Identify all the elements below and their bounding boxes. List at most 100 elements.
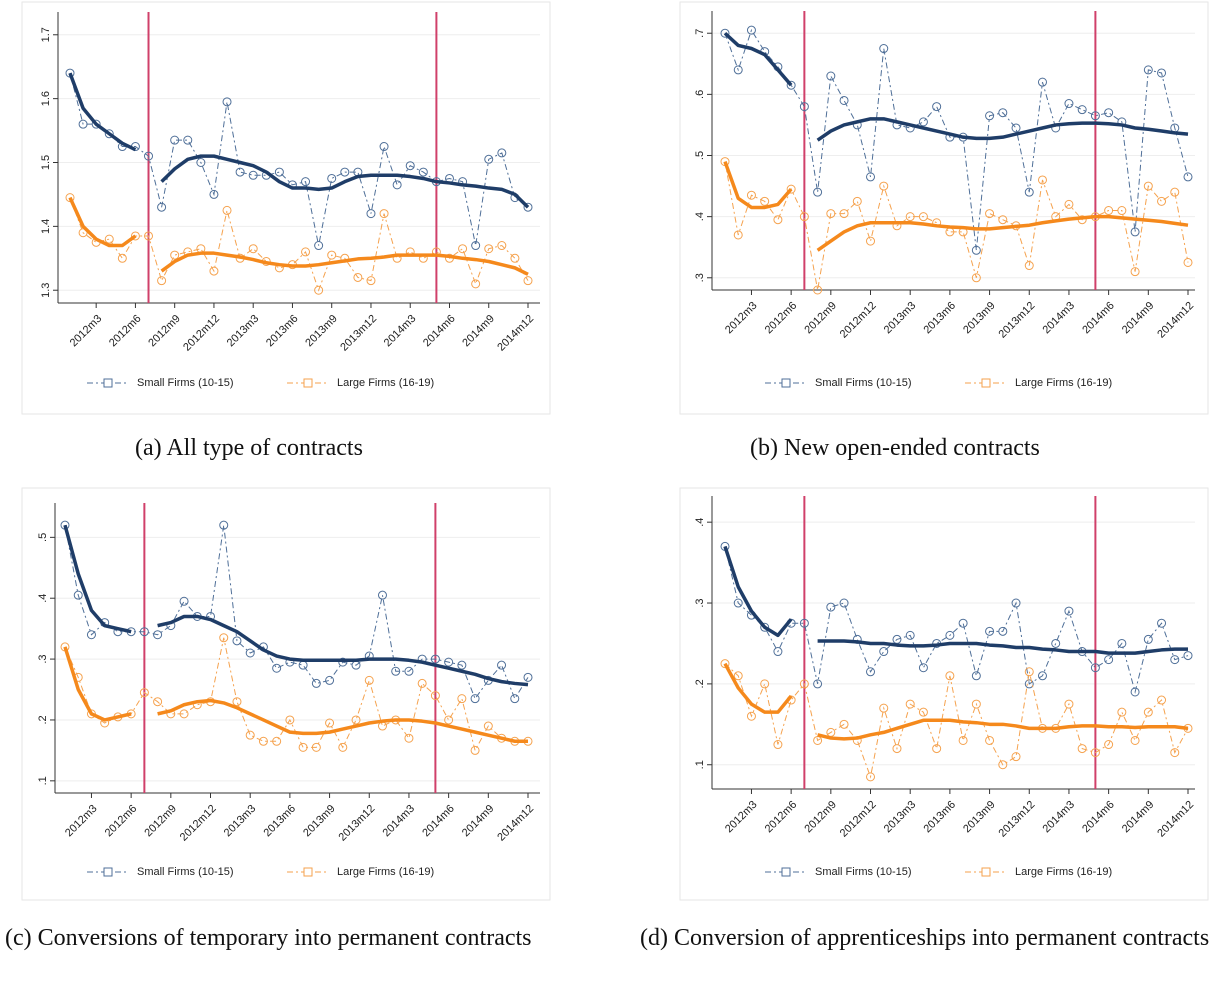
point	[470, 745, 480, 755]
point	[144, 231, 154, 241]
point	[272, 663, 282, 673]
x-tick-label: 2012m12	[181, 313, 222, 354]
y-tick-label: .4	[694, 212, 706, 221]
point	[826, 209, 836, 219]
x-tick-label: 2012m9	[802, 300, 839, 337]
point	[258, 736, 268, 746]
point	[404, 733, 414, 743]
point	[746, 25, 756, 35]
point	[91, 119, 101, 129]
y-tick-label: 1.6	[40, 91, 52, 106]
point	[1077, 744, 1087, 754]
point	[839, 209, 849, 219]
series-line	[724, 161, 1189, 291]
x-tick-label: 2014m12	[1155, 799, 1196, 840]
point	[497, 660, 507, 670]
point	[786, 80, 796, 90]
point	[179, 596, 189, 606]
y-tick-label: .3	[37, 654, 49, 663]
point	[457, 660, 467, 670]
point	[813, 679, 823, 689]
point	[232, 697, 242, 707]
fit-line	[160, 154, 530, 209]
caption: (b) New open-ended contracts	[750, 435, 1040, 461]
point	[153, 630, 163, 640]
point	[998, 760, 1008, 770]
point	[866, 772, 876, 782]
point	[144, 151, 154, 161]
point	[170, 135, 180, 145]
x-tick-label: 2014m9	[1120, 300, 1157, 337]
x-tick-label: 2012m12	[838, 300, 879, 341]
point	[866, 667, 876, 677]
point	[905, 699, 915, 709]
point	[932, 102, 942, 112]
point	[1064, 699, 1074, 709]
point	[444, 657, 454, 667]
point	[720, 659, 730, 669]
point	[1104, 108, 1114, 118]
point	[379, 142, 389, 152]
point	[484, 244, 494, 254]
x-tick-label: 2014m6	[1080, 300, 1117, 337]
x-tick-label: 2013m6	[921, 799, 958, 836]
point	[86, 630, 96, 640]
point	[1104, 206, 1114, 216]
x-tick-label: 2012m9	[802, 799, 839, 836]
point	[799, 212, 809, 222]
x-tick-label: 2012m6	[103, 803, 140, 840]
point	[209, 266, 219, 276]
panel-frame	[679, 487, 1209, 901]
point	[826, 602, 836, 612]
point	[311, 742, 321, 752]
point	[905, 212, 915, 222]
point	[1104, 655, 1114, 665]
y-tick-label: .2	[694, 679, 706, 688]
point	[998, 108, 1008, 118]
point	[404, 666, 414, 676]
point	[139, 627, 149, 637]
point	[866, 236, 876, 246]
series-line	[724, 546, 1189, 694]
x-tick-label: 2014m6	[1080, 799, 1117, 836]
point	[839, 719, 849, 729]
point	[1077, 105, 1087, 115]
point	[905, 630, 915, 640]
y-tick-label: .3	[694, 273, 706, 282]
point	[523, 672, 533, 682]
point	[497, 241, 507, 251]
point	[760, 196, 770, 206]
x-tick-label: 2013m12	[337, 803, 378, 844]
x-tick-label: 2012m3	[723, 300, 760, 337]
x-tick-label: 2014m9	[460, 803, 497, 840]
legend-label: Large Firms (16-19)	[337, 377, 434, 389]
fit-line	[157, 614, 529, 687]
point	[157, 276, 167, 286]
y-tick-label: .3	[694, 598, 706, 607]
point	[1090, 111, 1100, 121]
x-tick-label: 2013m3	[225, 313, 262, 350]
x-tick-label: 2012m3	[723, 799, 760, 836]
point	[786, 184, 796, 194]
fit-line	[817, 718, 1189, 741]
caption: (c) Conversions of temporary into perman…	[5, 925, 532, 951]
x-tick-label: 2012m6	[763, 799, 800, 836]
point	[985, 111, 995, 121]
point	[1143, 181, 1153, 191]
fit-line	[160, 251, 529, 276]
x-tick-label: 2013m12	[997, 300, 1038, 341]
y-tick-label: .6	[694, 90, 706, 99]
point	[457, 694, 467, 704]
point	[157, 202, 167, 212]
point	[338, 742, 348, 752]
y-tick-label: .4	[37, 594, 49, 603]
fit-line	[157, 698, 528, 744]
point	[892, 744, 902, 754]
point	[483, 721, 493, 731]
point	[301, 177, 311, 187]
point	[1117, 206, 1127, 216]
x-tick-label: 2013m3	[882, 300, 919, 337]
x-tick-label: 2012m12	[838, 799, 879, 840]
